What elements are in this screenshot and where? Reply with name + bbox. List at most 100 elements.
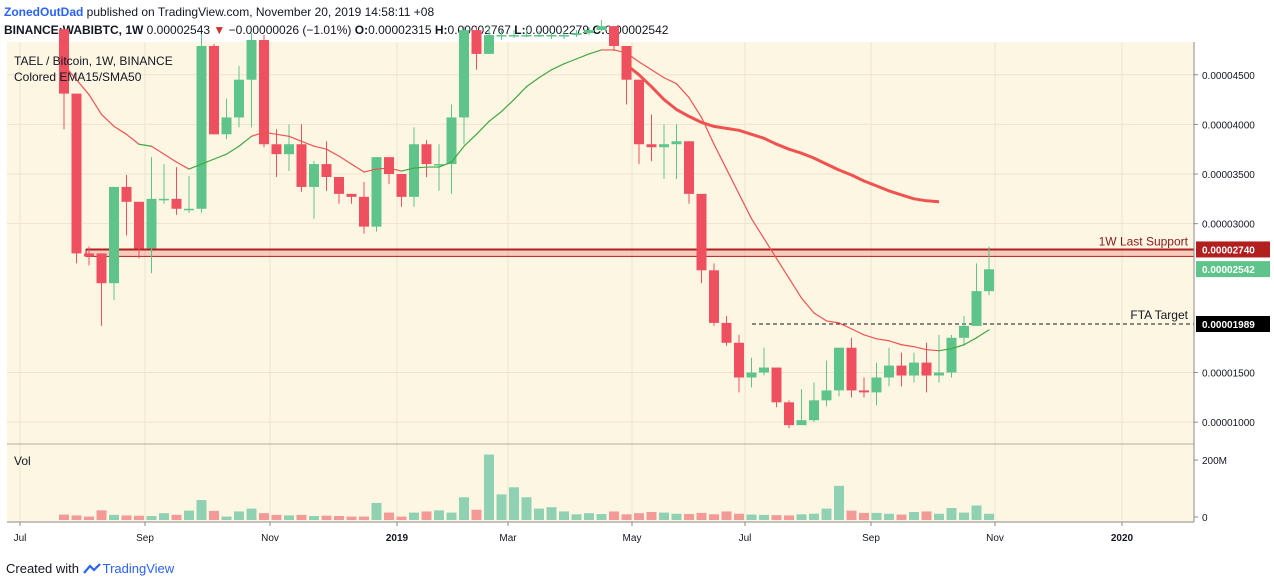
volume-bar bbox=[984, 513, 994, 520]
candle-body bbox=[346, 193, 357, 197]
candle-body bbox=[896, 365, 907, 376]
volume-bar bbox=[196, 500, 207, 520]
publish-info: published on TradingView.com, November 2… bbox=[86, 5, 435, 19]
volume-bar bbox=[271, 514, 282, 520]
candle-body bbox=[171, 198, 182, 209]
ema15-segment bbox=[75, 79, 90, 96]
ema15-segment bbox=[400, 167, 415, 172]
ema15-segment bbox=[63, 64, 78, 81]
y-tick-label: 0.00001000 bbox=[1202, 418, 1255, 429]
candle-body bbox=[196, 45, 207, 209]
volume-bar bbox=[821, 508, 832, 520]
high-label: H: bbox=[434, 23, 448, 37]
ema15-segment bbox=[675, 83, 690, 99]
candle-body bbox=[534, 35, 544, 37]
volume-bar bbox=[371, 502, 382, 520]
down-arrow-icon: ▼ bbox=[213, 23, 226, 37]
volume-bar bbox=[159, 513, 169, 520]
x-tick-label: Sep bbox=[136, 533, 154, 544]
candle-body bbox=[934, 372, 944, 376]
ema15-segment bbox=[163, 153, 178, 163]
ema15-segment bbox=[938, 348, 953, 352]
ema15-segment bbox=[450, 145, 465, 163]
candle-body bbox=[134, 201, 144, 249]
candle-body bbox=[234, 79, 244, 118]
ema15-segment bbox=[575, 53, 590, 60]
ema15-segment bbox=[188, 163, 203, 170]
candle-body bbox=[71, 93, 82, 254]
candle-body bbox=[396, 174, 407, 197]
footer: Created with TradingView bbox=[6, 561, 174, 576]
ema15-segment bbox=[613, 49, 628, 54]
candle-body bbox=[596, 26, 607, 31]
volume-bar bbox=[971, 505, 982, 520]
candle-body bbox=[921, 362, 932, 376]
candle-body bbox=[659, 144, 669, 148]
candle-body bbox=[971, 291, 982, 326]
ema15-segment bbox=[538, 69, 553, 79]
candle-body bbox=[571, 33, 582, 36]
volume-bar bbox=[871, 512, 882, 520]
ema15-segment bbox=[488, 110, 503, 123]
publish-line: ZonedOutDad published on TradingView.com… bbox=[4, 5, 434, 19]
target-annotation: FTA Target bbox=[1130, 308, 1188, 322]
candles bbox=[59, 20, 994, 429]
ema15-segment bbox=[150, 145, 165, 155]
ema15-segment bbox=[100, 113, 115, 127]
volume-label: Vol bbox=[14, 454, 31, 468]
candle-body bbox=[846, 347, 857, 391]
open-value: 0.00002315 bbox=[368, 23, 432, 37]
volume-bar bbox=[859, 512, 869, 520]
candle-body bbox=[309, 164, 319, 187]
volume-bar bbox=[421, 511, 432, 520]
candle-body bbox=[884, 365, 894, 378]
ema15-segment bbox=[900, 344, 915, 348]
candle-body bbox=[909, 362, 919, 376]
volume-bar bbox=[921, 511, 932, 520]
ema15-segment bbox=[463, 133, 478, 147]
ema15-segment bbox=[913, 346, 928, 351]
volume-bar bbox=[709, 514, 719, 520]
ema15-segment bbox=[338, 155, 353, 165]
volume-bar bbox=[596, 514, 607, 520]
candle-body bbox=[384, 157, 394, 175]
tradingview-brand[interactable]: TradingView bbox=[102, 561, 175, 576]
volume-bar bbox=[659, 512, 669, 520]
candle-body bbox=[621, 45, 632, 80]
candle-body bbox=[409, 144, 419, 197]
symbol-label: BINANCE:WABIBTC, 1W bbox=[4, 23, 144, 37]
volume-bar bbox=[621, 514, 632, 520]
volume-bar bbox=[834, 485, 844, 520]
volume-bar bbox=[796, 514, 807, 520]
volume-bar bbox=[721, 511, 732, 520]
author-link[interactable]: ZonedOutDad bbox=[4, 5, 84, 19]
ema15-segment bbox=[513, 86, 528, 101]
volume-bar bbox=[309, 516, 319, 520]
y-tick-label: 0.00003500 bbox=[1202, 170, 1255, 181]
candle-body bbox=[696, 193, 707, 271]
volume-bar bbox=[759, 514, 769, 520]
ema15-segment bbox=[750, 218, 765, 240]
volume-bar bbox=[609, 511, 619, 520]
volume-bar bbox=[809, 513, 819, 520]
candle-body bbox=[221, 117, 232, 135]
ema15-segment bbox=[875, 338, 890, 342]
volume-bar bbox=[109, 514, 119, 520]
support-price-tag bbox=[1196, 241, 1270, 258]
candle-body bbox=[271, 144, 282, 155]
volume-bar bbox=[546, 507, 557, 520]
ema15-segment bbox=[825, 320, 840, 324]
volume-bar bbox=[634, 513, 644, 520]
ema15-segment bbox=[725, 168, 740, 195]
volume-bar bbox=[896, 514, 907, 520]
candle-body bbox=[796, 420, 807, 426]
volume-bar bbox=[334, 516, 344, 520]
ema15-segment bbox=[138, 143, 153, 147]
ema15-segment bbox=[763, 237, 778, 259]
plot-background bbox=[7, 42, 1194, 522]
ema15-segment bbox=[288, 135, 303, 142]
candle-body bbox=[421, 144, 432, 165]
x-tick-label: 2020 bbox=[1111, 533, 1134, 544]
ema15-segment bbox=[888, 340, 903, 346]
